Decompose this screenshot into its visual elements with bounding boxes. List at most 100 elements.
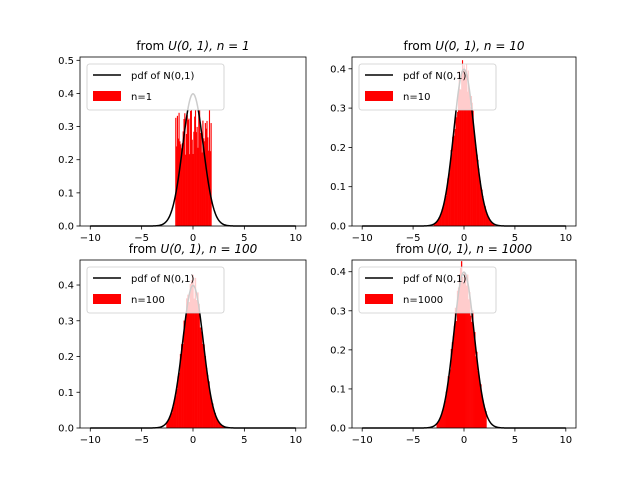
- histogram-bar: [221, 425, 224, 428]
- histogram-bar: [455, 109, 457, 226]
- x-tick-label: −10: [352, 233, 373, 244]
- histogram-bar: [182, 131, 184, 226]
- histogram-bar: [468, 89, 470, 226]
- histogram-bar: [440, 212, 442, 226]
- histogram-bar: [198, 303, 200, 428]
- histogram-bar: [203, 138, 205, 226]
- histogram-bar: [457, 287, 460, 428]
- histogram-bar: [194, 110, 197, 226]
- y-tick-label: 0.4: [58, 89, 74, 100]
- histogram-bar: [484, 408, 486, 428]
- histogram-bar: [488, 218, 490, 226]
- subplot-4: −10 −5 0 5 10 0.0 0.1 0.2 0.3 0.4 from U(0, 1), n …: [330, 242, 577, 446]
- histogram-bar: [492, 223, 495, 226]
- histogram-bar: [185, 133, 188, 226]
- histogram-bar: [493, 223, 495, 226]
- histogram-bar: [476, 154, 478, 226]
- histogram-bar: [467, 70, 469, 227]
- histogram-bar: [458, 70, 460, 226]
- histogram-bar: [200, 331, 203, 428]
- y-tick-label: 0.2: [58, 352, 74, 363]
- histogram-bar: [180, 148, 183, 226]
- chart-title-math: U(0, 1), n = 10: [435, 39, 525, 53]
- legend-box: [86, 63, 225, 111]
- histogram-bar: [460, 89, 462, 227]
- histogram-bar: [487, 216, 489, 226]
- y-tick-label: 0.1: [330, 182, 346, 193]
- histogram-bar: [478, 168, 480, 226]
- histogram-bar: [176, 115, 178, 226]
- histogram: [436, 261, 487, 428]
- histogram-bar: [209, 393, 211, 428]
- histogram-bar: [459, 89, 461, 226]
- histogram-bar: [203, 141, 206, 226]
- histogram-bar: [191, 139, 193, 226]
- histogram-bar: [201, 152, 203, 226]
- histogram-bar: [485, 211, 487, 226]
- histogram-bar: [456, 290, 459, 428]
- chart-title: from U(0, 1), n = 100: [129, 242, 258, 256]
- histogram-bar: [441, 209, 443, 226]
- y-tick-label: 0.3: [58, 316, 74, 327]
- histogram-bar: [190, 280, 193, 428]
- histogram-bar: [436, 422, 438, 428]
- histogram-bar: [190, 110, 192, 226]
- legend-bar-swatch: [93, 294, 121, 304]
- histogram-bar: [215, 417, 218, 428]
- histogram-bar: [466, 64, 468, 227]
- x-tick-label: −10: [80, 233, 101, 244]
- histogram-bar: [439, 217, 441, 226]
- histogram-bar: [166, 422, 168, 428]
- x-tick-label: 0: [190, 435, 196, 446]
- y-tick-label: 0.3: [58, 122, 74, 133]
- histogram-bar: [190, 110, 192, 226]
- histogram-bar: [472, 110, 474, 226]
- histogram-bar: [446, 189, 448, 226]
- histogram-bar: [220, 424, 223, 428]
- y-tick-label: 0.4: [330, 64, 346, 75]
- histogram-bar: [178, 372, 181, 428]
- histogram-bar: [486, 212, 488, 226]
- histogram-bar: [491, 221, 493, 226]
- legend: pdf of N(0,1) n=100: [86, 266, 225, 314]
- histogram-bar: [442, 206, 444, 226]
- histogram-bar: [455, 321, 458, 428]
- histogram-bar: [196, 126, 198, 226]
- histogram-bar: [181, 344, 183, 428]
- histogram-bar: [209, 151, 211, 226]
- histogram-bar: [473, 129, 475, 226]
- legend-box: [358, 266, 497, 314]
- histogram-bar: [183, 320, 186, 428]
- chart-title-prefix: from: [136, 39, 168, 53]
- histogram-bar: [206, 375, 209, 428]
- histogram-bar: [457, 90, 460, 226]
- histogram-bar: [470, 315, 472, 428]
- histogram-bar: [437, 219, 439, 226]
- histogram-bar: [471, 102, 473, 226]
- y-tick-label: 0.2: [330, 143, 346, 154]
- histogram-bar: [208, 381, 210, 428]
- x-tick-label: 5: [241, 435, 247, 446]
- histogram-bar: [202, 120, 204, 226]
- y-tick-label: 0.0: [58, 424, 74, 435]
- histogram-bar: [195, 300, 198, 428]
- chart-title: from U(0, 1), n = 1000: [396, 242, 533, 256]
- x-tick-label: 5: [512, 233, 518, 244]
- histogram-bar: [456, 117, 458, 226]
- legend-bar-swatch: [93, 91, 121, 101]
- histogram-bar: [474, 137, 476, 226]
- chart-title: from U(0, 1), n = 1: [136, 39, 249, 53]
- y-tick-label: 0.2: [58, 155, 74, 166]
- histogram-bar: [434, 223, 436, 226]
- x-tick-label: 10: [559, 233, 572, 244]
- histogram-bar: [200, 133, 202, 226]
- legend: pdf of N(0,1) n=10: [358, 63, 497, 111]
- histogram-bar: [461, 70, 463, 226]
- histogram-bar: [472, 310, 474, 428]
- subplot-2: −10 −5 0 5 10 0.0 0.1 0.2 0.3 0.4 from U(0, 1), n …: [330, 39, 577, 244]
- legend-bar-swatch: [365, 294, 393, 304]
- legend-label: pdf of N(0,1): [403, 71, 466, 82]
- histogram-bar: [444, 401, 446, 428]
- legend-bar-swatch: [365, 91, 393, 101]
